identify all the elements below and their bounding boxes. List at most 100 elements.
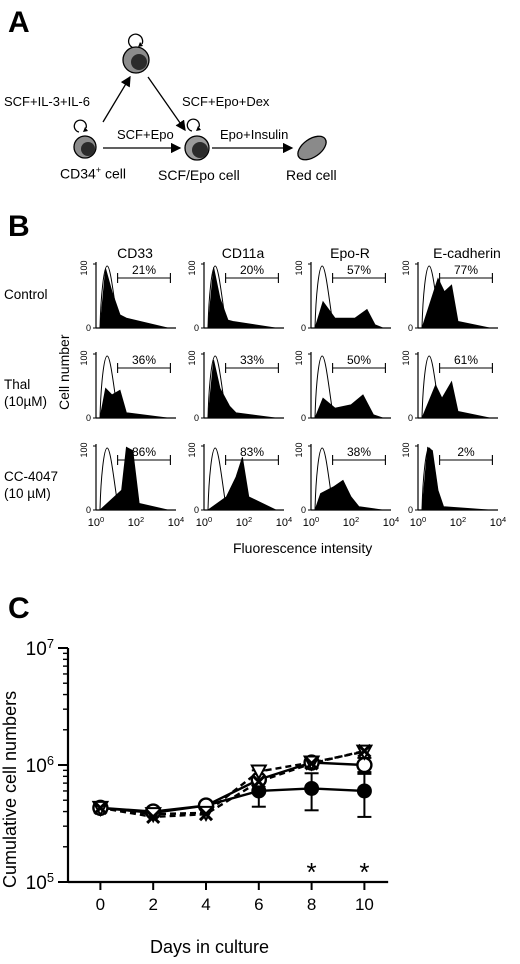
histogram-open: [314, 355, 334, 419]
cell-cd34-icon: [73, 119, 97, 159]
histogram-xtick: 100: [88, 515, 104, 530]
histogram-ytick-100: 100: [294, 442, 304, 457]
histogram-2-3: 100 0 2%: [401, 442, 498, 515]
histogram-ytick-0: 0: [194, 323, 199, 333]
x-tick-label: 4: [201, 895, 210, 914]
y-tick-label: 105: [26, 870, 54, 895]
data-point-cross: [198, 807, 214, 822]
data-point-cross: [357, 743, 372, 758]
histogram-2-2: 100 0 38%: [294, 442, 391, 515]
histogram-ytick-100: 100: [401, 442, 411, 457]
histogram-open: [207, 447, 227, 511]
data-point-filled-circle: [304, 780, 320, 796]
histogram-filled: [311, 394, 384, 419]
histogram-open: [99, 355, 119, 419]
histogram-filled: [204, 359, 277, 419]
histogram-ytick-0: 0: [86, 413, 91, 423]
gate-percentage: 20%: [240, 263, 264, 277]
histogram-ytick-0: 0: [301, 505, 306, 515]
histogram-ytick-100: 100: [401, 350, 411, 365]
histogram-ytick-100: 100: [187, 350, 197, 365]
x-tick-label: 0: [96, 895, 105, 914]
self-renew-arrow-icon: [127, 33, 144, 49]
histogram-xtick: 100: [196, 515, 212, 530]
histogram-ytick-0: 0: [408, 413, 413, 423]
row-label-control: Control: [4, 287, 48, 302]
histogram-open: [314, 265, 334, 329]
histogram-2-0: 100 0 86%: [79, 442, 176, 515]
histogram-open: [99, 265, 119, 329]
gate-percentage: 61%: [454, 353, 478, 367]
histogram-ytick-100: 100: [187, 260, 197, 275]
histogram-filled: [204, 457, 277, 511]
series-line-2: [100, 750, 365, 816]
histogram-1-1: 100 0 33%: [187, 350, 284, 423]
histogram-ytick-0: 0: [86, 505, 91, 515]
gate-percentage: 86%: [132, 445, 156, 459]
x-tick-label: 10: [355, 895, 374, 914]
label-scf-il3-il6: SCF+IL-3+IL-6: [4, 94, 90, 109]
x-tick-label: 6: [254, 895, 263, 914]
label-scf-epo: SCF+Epo: [117, 127, 174, 142]
column-header-cd11a: CD11a: [221, 245, 265, 261]
gate-percentage: 38%: [347, 445, 371, 459]
y-tick-label: 107: [26, 636, 54, 661]
histogram-xtick: 104: [276, 515, 292, 530]
red-cell-icon: [297, 135, 327, 161]
cell-scfepo-icon: [184, 118, 210, 161]
histogram-2-1: 100 0 83%: [187, 442, 284, 515]
gate-percentage: 2%: [457, 445, 475, 459]
gate-percentage: 83%: [240, 445, 264, 459]
histogram-open: [421, 265, 441, 329]
histogram-0-3: 100 0 77%: [401, 260, 498, 333]
histogram-filled: [96, 446, 169, 511]
column-header-epor: Epo-R: [330, 245, 370, 261]
histogram-xtick: 102: [450, 515, 466, 530]
histogram-xtick: 102: [236, 515, 252, 530]
histogram-ytick-0: 0: [194, 413, 199, 423]
histogram-xtick: 104: [490, 515, 506, 530]
histogram-xtick: 104: [383, 515, 399, 530]
column-header-ecadherin: E-cadherin: [433, 245, 501, 261]
histogram-xtick: 104: [168, 515, 184, 530]
data-point-cross: [304, 756, 319, 771]
histogram-ytick-0: 0: [301, 413, 306, 423]
histogram-ytick-0: 0: [301, 323, 306, 333]
arrow-cd34-to-top: [102, 75, 131, 123]
gate-percentage: 50%: [347, 353, 371, 367]
histogram-ytick-100: 100: [401, 260, 411, 275]
histogram-ytick-0: 0: [408, 323, 413, 333]
gate-percentage: 77%: [454, 263, 478, 277]
histogram-0-2: 100 0 57%: [294, 260, 391, 333]
histogram-open: [314, 447, 334, 511]
x-tick-label: 2: [148, 895, 157, 914]
x-tick-label: 8: [307, 895, 316, 914]
y-tick-label: 106: [26, 753, 54, 778]
histogram-xtick: 100: [410, 515, 426, 530]
x-axis-label-days: Days in culture: [150, 937, 270, 957]
histogram-ytick-0: 0: [408, 505, 413, 515]
data-point-cross: [251, 774, 266, 789]
histogram-ytick-0: 0: [86, 323, 91, 333]
cell-top-icon: [122, 33, 150, 74]
label-red-cell: Red cell: [286, 167, 337, 183]
gate-percentage: 21%: [132, 263, 156, 277]
data-point-cross: [146, 809, 161, 824]
panel-c-letter: C: [8, 592, 30, 625]
data-point-open-triangle: [250, 764, 268, 781]
histogram-ytick-100: 100: [79, 260, 89, 275]
x-axis-label-fluorescence: Fluorescence intensity: [233, 540, 373, 556]
histogram-filled: [418, 277, 491, 329]
histogram-ytick-0: 0: [194, 505, 199, 515]
histogram-ytick-100: 100: [79, 350, 89, 365]
row-label-cc4047: CC-4047 (10 µM): [4, 469, 59, 501]
series-line-3: [100, 749, 365, 819]
label-cd34-cell: CD34+ cell: [60, 165, 126, 182]
histogram-filled: [96, 387, 169, 419]
histogram-ytick-100: 100: [294, 350, 304, 365]
histogram-open: [207, 265, 227, 329]
histogram-filled: [96, 268, 169, 329]
gate-percentage: 36%: [132, 353, 156, 367]
